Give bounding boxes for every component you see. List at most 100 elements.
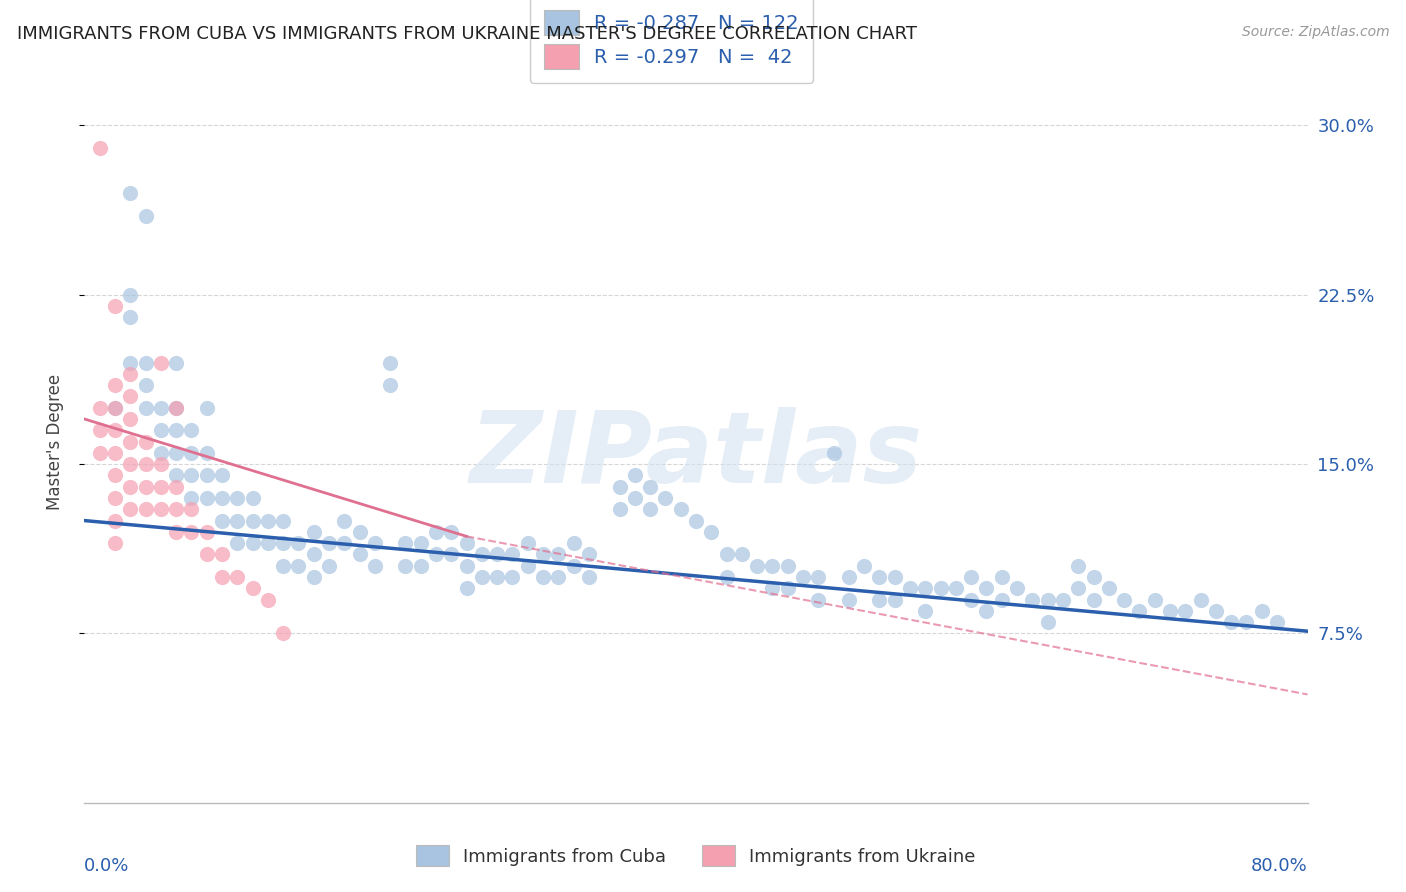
Point [883, 570, 905, 584]
Point [120, 457, 142, 471]
Point [287, 536, 309, 550]
Point [1236, 615, 1258, 630]
Point [120, 502, 142, 516]
Point [531, 570, 554, 584]
Point [135, 378, 157, 392]
Point [638, 480, 661, 494]
Point [242, 536, 264, 550]
Point [104, 514, 127, 528]
Point [271, 626, 294, 640]
Point [1083, 592, 1105, 607]
Point [700, 524, 723, 539]
Point [731, 548, 754, 562]
Point [1189, 592, 1212, 607]
Point [135, 502, 157, 516]
Point [1036, 615, 1059, 630]
Point [409, 536, 432, 550]
Point [471, 548, 494, 562]
Point [257, 514, 280, 528]
Point [287, 558, 309, 573]
Point [1220, 615, 1243, 630]
Text: Source: ZipAtlas.com: Source: ZipAtlas.com [1241, 25, 1389, 39]
Point [853, 558, 876, 573]
Point [89, 446, 111, 460]
Point [135, 457, 157, 471]
Point [149, 446, 172, 460]
Point [1021, 592, 1043, 607]
Point [394, 558, 416, 573]
Point [869, 592, 891, 607]
Point [149, 480, 172, 494]
Point [135, 434, 157, 449]
Point [409, 558, 432, 573]
Point [1052, 592, 1074, 607]
Point [380, 355, 402, 369]
Point [333, 536, 356, 550]
Point [562, 558, 585, 573]
Point [120, 367, 142, 381]
Point [257, 536, 280, 550]
Point [302, 570, 325, 584]
Point [120, 434, 142, 449]
Point [456, 582, 478, 596]
Point [104, 401, 127, 415]
Point [1005, 582, 1028, 596]
Point [271, 558, 294, 573]
Point [976, 604, 998, 618]
Point [562, 536, 585, 550]
Point [685, 514, 707, 528]
Point [149, 457, 172, 471]
Text: ZIPatlas: ZIPatlas [470, 408, 922, 505]
Point [1067, 582, 1090, 596]
Point [242, 582, 264, 596]
Point [456, 558, 478, 573]
Point [349, 524, 371, 539]
Point [211, 491, 233, 505]
Point [960, 570, 983, 584]
Point [440, 548, 463, 562]
Point [1159, 604, 1181, 618]
Point [104, 536, 127, 550]
Point [226, 570, 249, 584]
Point [165, 401, 187, 415]
Point [89, 141, 111, 155]
Point [425, 548, 447, 562]
Point [364, 536, 387, 550]
Point [929, 582, 952, 596]
Point [486, 570, 509, 584]
Point [165, 446, 187, 460]
Point [165, 502, 187, 516]
Point [104, 401, 127, 415]
Point [120, 389, 142, 403]
Point [180, 446, 202, 460]
Point [180, 423, 202, 437]
Point [165, 468, 187, 483]
Point [578, 548, 600, 562]
Point [135, 480, 157, 494]
Point [104, 423, 127, 437]
Point [823, 446, 845, 460]
Point [195, 468, 218, 483]
Point [502, 548, 524, 562]
Point [195, 491, 218, 505]
Y-axis label: Master's Degree: Master's Degree [45, 374, 63, 509]
Point [120, 287, 142, 301]
Point [991, 592, 1014, 607]
Point [669, 502, 692, 516]
Point [425, 524, 447, 539]
Point [945, 582, 967, 596]
Point [120, 186, 142, 201]
Point [120, 412, 142, 426]
Point [104, 378, 127, 392]
Point [807, 570, 830, 584]
Point [531, 548, 554, 562]
Point [120, 480, 142, 494]
Point [1036, 592, 1059, 607]
Point [1174, 604, 1197, 618]
Point [165, 355, 187, 369]
Legend: Immigrants from Cuba, Immigrants from Ukraine: Immigrants from Cuba, Immigrants from Uk… [409, 838, 983, 873]
Point [180, 502, 202, 516]
Point [1128, 604, 1150, 618]
Point [180, 491, 202, 505]
Text: 0.0%: 0.0% [84, 857, 129, 875]
